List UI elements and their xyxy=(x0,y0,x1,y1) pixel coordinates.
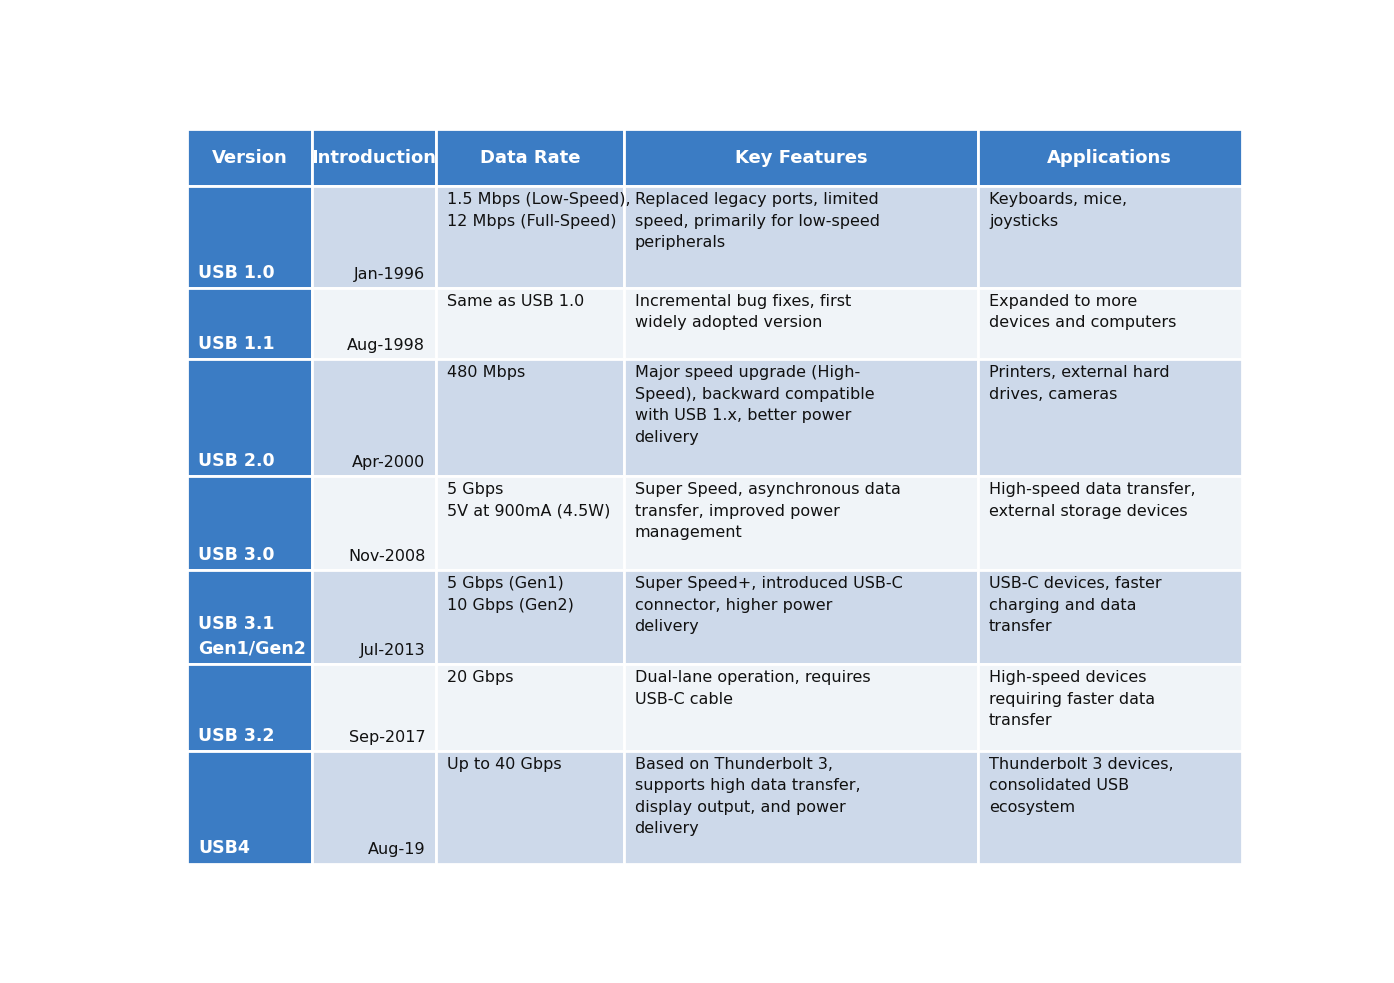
Text: Introduction: Introduction xyxy=(311,148,436,167)
FancyBboxPatch shape xyxy=(187,186,312,288)
Text: Data Rate: Data Rate xyxy=(480,148,580,167)
Text: Expanded to more
devices and computers: Expanded to more devices and computers xyxy=(988,294,1177,330)
FancyBboxPatch shape xyxy=(979,665,1242,751)
Text: High-speed devices
requiring faster data
transfer: High-speed devices requiring faster data… xyxy=(988,670,1156,728)
FancyBboxPatch shape xyxy=(623,476,979,570)
Text: Incremental bug fixes, first
widely adopted version: Incremental bug fixes, first widely adop… xyxy=(634,294,850,330)
Text: High-speed data transfer,
external storage devices: High-speed data transfer, external stora… xyxy=(988,482,1196,518)
FancyBboxPatch shape xyxy=(436,186,623,288)
FancyBboxPatch shape xyxy=(436,288,623,359)
Text: Thunderbolt 3 devices,
consolidated USB
ecosystem: Thunderbolt 3 devices, consolidated USB … xyxy=(988,757,1174,815)
Text: 5 Gbps (Gen1)
10 Gbps (Gen2): 5 Gbps (Gen1) 10 Gbps (Gen2) xyxy=(447,576,574,612)
Text: USB 1.0: USB 1.0 xyxy=(198,263,275,282)
Text: Aug-1998: Aug-1998 xyxy=(347,338,425,353)
Text: Apr-2000: Apr-2000 xyxy=(353,455,425,470)
FancyBboxPatch shape xyxy=(312,359,436,476)
Text: Same as USB 1.0: Same as USB 1.0 xyxy=(447,294,584,309)
FancyBboxPatch shape xyxy=(187,751,312,863)
FancyBboxPatch shape xyxy=(623,130,979,186)
Text: Applications: Applications xyxy=(1047,148,1172,167)
Text: Super Speed+, introduced USB-C
connector, higher power
delivery: Super Speed+, introduced USB-C connector… xyxy=(634,576,902,634)
Text: Major speed upgrade (High-
Speed), backward compatible
with USB 1.x, better powe: Major speed upgrade (High- Speed), backw… xyxy=(634,366,874,445)
FancyBboxPatch shape xyxy=(979,288,1242,359)
Text: Up to 40 Gbps: Up to 40 Gbps xyxy=(447,757,562,772)
Text: 5 Gbps
5V at 900mA (4.5W): 5 Gbps 5V at 900mA (4.5W) xyxy=(447,482,611,518)
FancyBboxPatch shape xyxy=(312,751,436,863)
FancyBboxPatch shape xyxy=(187,665,312,751)
FancyBboxPatch shape xyxy=(312,665,436,751)
FancyBboxPatch shape xyxy=(979,476,1242,570)
Text: USB 3.1
Gen1/Gen2: USB 3.1 Gen1/Gen2 xyxy=(198,615,305,658)
Text: Keyboards, mice,
joysticks: Keyboards, mice, joysticks xyxy=(988,192,1126,229)
FancyBboxPatch shape xyxy=(979,186,1242,288)
Text: Super Speed, asynchronous data
transfer, improved power
management: Super Speed, asynchronous data transfer,… xyxy=(634,482,901,540)
Text: Key Features: Key Features xyxy=(735,148,867,167)
FancyBboxPatch shape xyxy=(312,130,436,186)
Text: Jan-1996: Jan-1996 xyxy=(354,266,425,282)
FancyBboxPatch shape xyxy=(623,751,979,863)
FancyBboxPatch shape xyxy=(187,130,312,186)
Text: Version: Version xyxy=(212,148,287,167)
Text: Based on Thunderbolt 3,
supports high data transfer,
display output, and power
d: Based on Thunderbolt 3, supports high da… xyxy=(634,757,860,837)
FancyBboxPatch shape xyxy=(436,751,623,863)
FancyBboxPatch shape xyxy=(623,359,979,476)
Text: Jul-2013: Jul-2013 xyxy=(360,643,425,658)
FancyBboxPatch shape xyxy=(979,359,1242,476)
Text: Printers, external hard
drives, cameras: Printers, external hard drives, cameras xyxy=(988,366,1170,402)
FancyBboxPatch shape xyxy=(436,359,623,476)
Text: USB 3.0: USB 3.0 xyxy=(198,546,275,564)
Text: Dual-lane operation, requires
USB-C cable: Dual-lane operation, requires USB-C cabl… xyxy=(634,670,870,707)
FancyBboxPatch shape xyxy=(436,665,623,751)
FancyBboxPatch shape xyxy=(312,570,436,665)
Text: Sep-2017: Sep-2017 xyxy=(348,729,425,744)
FancyBboxPatch shape xyxy=(623,570,979,665)
Text: USB 1.1: USB 1.1 xyxy=(198,335,275,353)
Text: 20 Gbps: 20 Gbps xyxy=(447,670,513,685)
FancyBboxPatch shape xyxy=(979,751,1242,863)
Text: Aug-19: Aug-19 xyxy=(368,842,425,857)
FancyBboxPatch shape xyxy=(979,570,1242,665)
Text: USB 3.2: USB 3.2 xyxy=(198,726,275,744)
FancyBboxPatch shape xyxy=(187,359,312,476)
FancyBboxPatch shape xyxy=(312,476,436,570)
FancyBboxPatch shape xyxy=(979,130,1242,186)
Text: USB 2.0: USB 2.0 xyxy=(198,452,275,470)
Text: 480 Mbps: 480 Mbps xyxy=(447,366,526,380)
FancyBboxPatch shape xyxy=(623,186,979,288)
Text: USB4: USB4 xyxy=(198,839,250,857)
FancyBboxPatch shape xyxy=(436,570,623,665)
Text: 1.5 Mbps (Low-Speed),
12 Mbps (Full-Speed): 1.5 Mbps (Low-Speed), 12 Mbps (Full-Spee… xyxy=(447,192,630,229)
FancyBboxPatch shape xyxy=(187,288,312,359)
Text: Replaced legacy ports, limited
speed, primarily for low-speed
peripherals: Replaced legacy ports, limited speed, pr… xyxy=(634,192,880,251)
FancyBboxPatch shape xyxy=(436,130,623,186)
FancyBboxPatch shape xyxy=(436,476,623,570)
Text: Nov-2008: Nov-2008 xyxy=(348,549,425,564)
FancyBboxPatch shape xyxy=(623,665,979,751)
FancyBboxPatch shape xyxy=(623,288,979,359)
FancyBboxPatch shape xyxy=(312,288,436,359)
FancyBboxPatch shape xyxy=(187,476,312,570)
FancyBboxPatch shape xyxy=(312,186,436,288)
FancyBboxPatch shape xyxy=(187,570,312,665)
Text: USB-C devices, faster
charging and data
transfer: USB-C devices, faster charging and data … xyxy=(988,576,1161,634)
